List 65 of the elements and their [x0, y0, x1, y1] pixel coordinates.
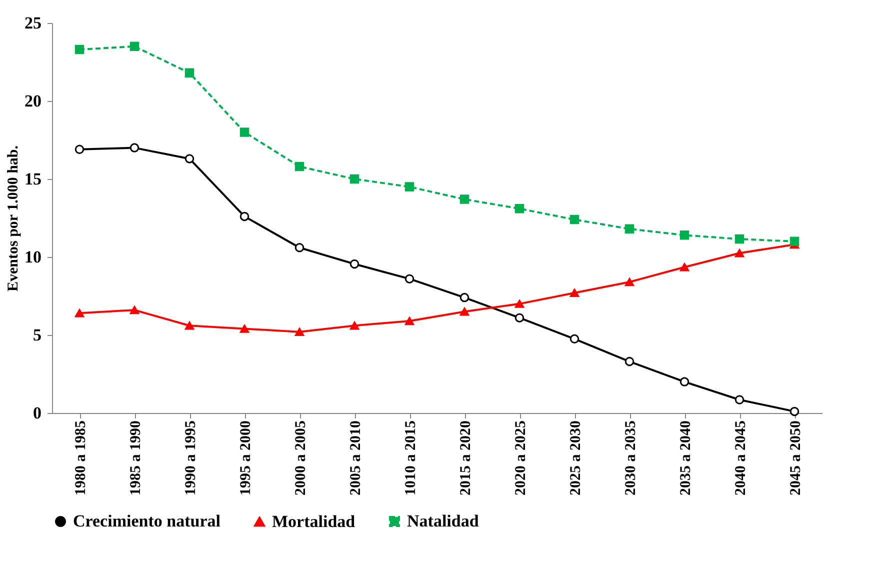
point [294, 243, 304, 252]
point [570, 334, 580, 344]
legend-label: Mortalidad [272, 512, 356, 531]
y-axis-title: Eventos por 1.000 hab. [6, 145, 22, 292]
point [680, 230, 690, 240]
legend-label: Crecimiento natural [73, 512, 221, 531]
point [184, 322, 194, 330]
point [680, 377, 690, 386]
point [294, 162, 304, 172]
point [74, 309, 84, 318]
point [460, 194, 470, 204]
x-tick-label: 1985 a 1990 [128, 420, 144, 496]
x-tick-label: 2015 a 2020 [458, 420, 474, 496]
point [184, 154, 194, 164]
point [570, 288, 580, 297]
x-tick-label: 2000 a 2005 [293, 420, 309, 496]
x-tick-label: 2035 a 2040 [678, 420, 694, 496]
x-tick-label: 2045 a 2050 [788, 420, 804, 496]
point [514, 313, 524, 322]
point [734, 248, 744, 258]
point [624, 224, 634, 234]
x-tick-label: 2020 a 2025 [513, 420, 529, 496]
point [570, 214, 580, 224]
point [74, 144, 84, 154]
point [404, 274, 414, 284]
y-tick-label: 20 [24, 92, 42, 110]
x-tick-label: 1995 a 2000 [238, 420, 254, 496]
x-tick-label: 2025 a 2030 [568, 420, 584, 496]
point [460, 292, 470, 302]
point [680, 263, 690, 272]
y-tick-label: 0 [33, 404, 42, 422]
y-tick-label: 10 [24, 248, 42, 266]
point [350, 322, 360, 330]
y-tick-label: 25 [24, 14, 42, 32]
x-tick-label: 2005 a 2010 [348, 420, 364, 496]
x-tick-label: 2030 a 2035 [623, 420, 639, 496]
x-tick-label: 2040 a 2045 [733, 420, 749, 496]
point [514, 300, 524, 308]
point [790, 236, 800, 246]
point [240, 212, 250, 222]
point [130, 143, 140, 152]
point [350, 174, 360, 184]
x-tick-label: 1010 a 2015 [403, 420, 419, 496]
point [350, 259, 360, 269]
point [734, 395, 744, 404]
legend-label: Natalidad [407, 512, 480, 531]
point [624, 278, 634, 286]
y-tick-label: 15 [24, 170, 42, 188]
point [460, 307, 470, 316]
point [404, 182, 414, 192]
point [734, 234, 744, 244]
point [130, 306, 140, 314]
point [74, 44, 84, 54]
point [514, 204, 524, 214]
point [240, 128, 250, 137]
point [240, 324, 250, 333]
point [294, 328, 304, 336]
point [790, 406, 800, 416]
point [184, 68, 194, 78]
x-tick-label: 1990 a 1995 [183, 420, 199, 496]
x-tick-label: 1980 a 1985 [73, 420, 89, 496]
point [130, 42, 140, 52]
point [624, 356, 634, 366]
y-tick-label: 5 [33, 326, 42, 344]
point [404, 316, 414, 326]
